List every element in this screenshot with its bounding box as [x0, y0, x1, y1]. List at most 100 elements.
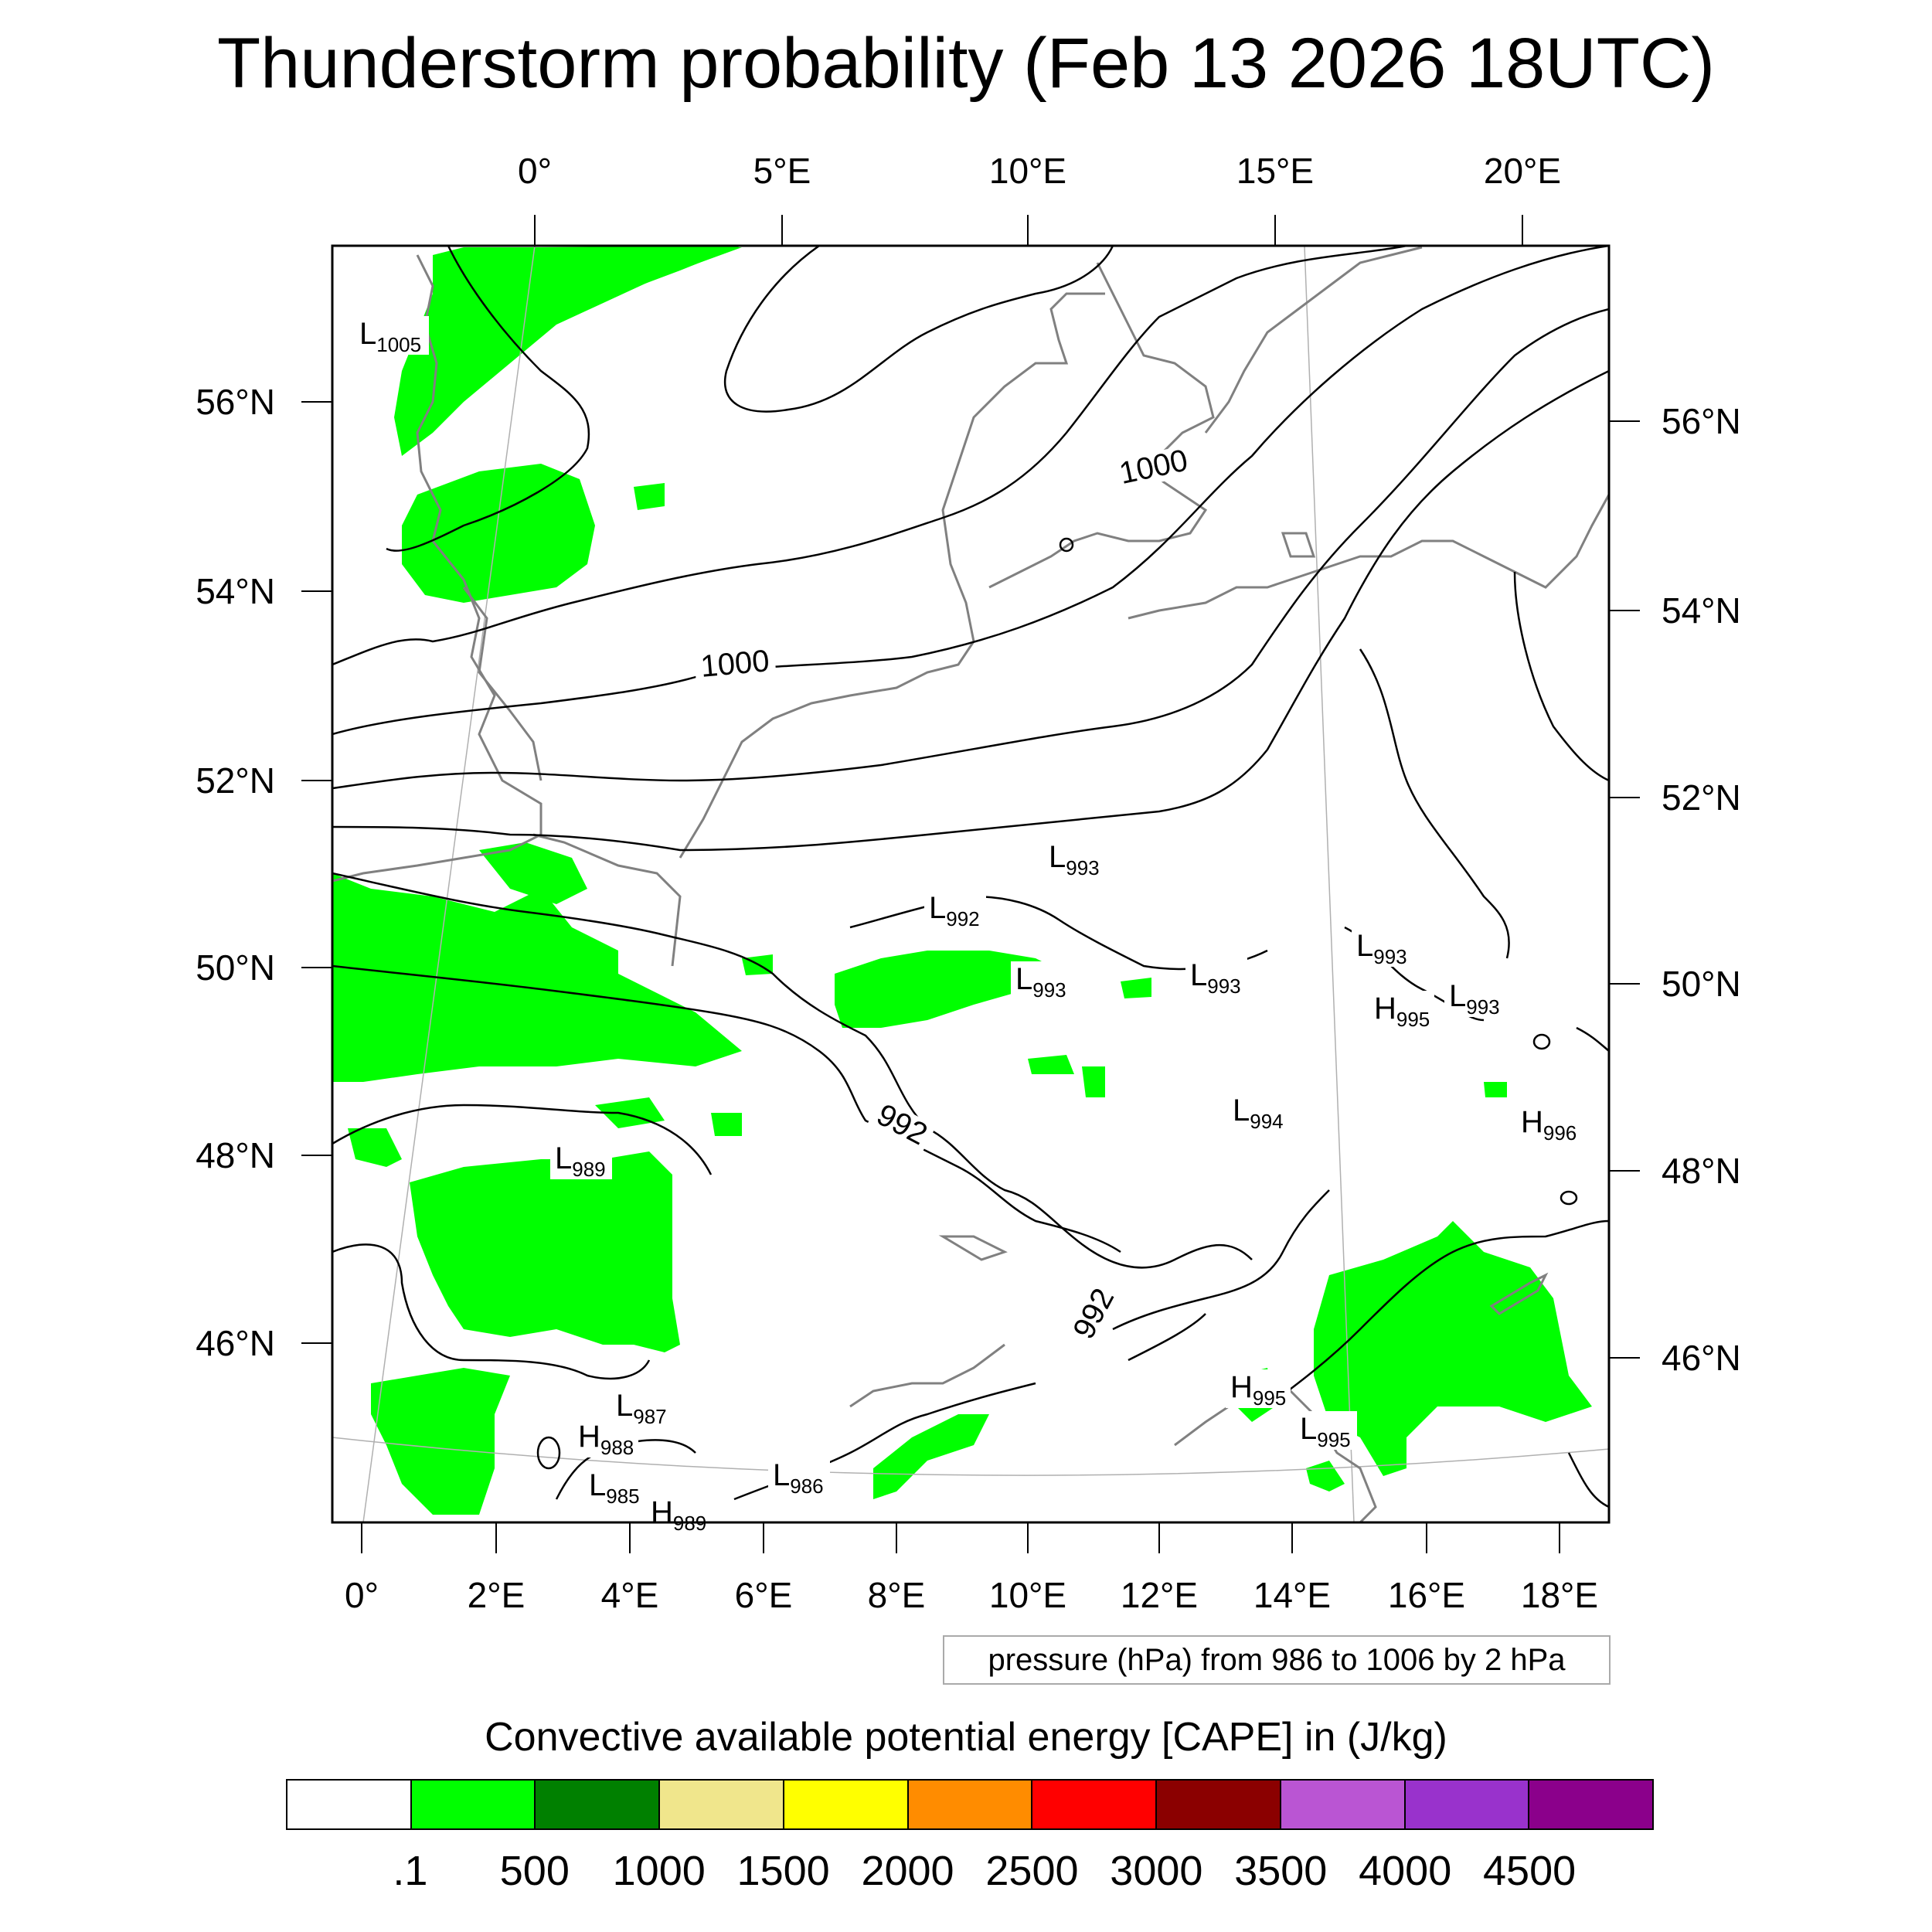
pressure-center-value: 995	[1317, 1428, 1350, 1451]
cape-area-small-7	[1484, 1082, 1507, 1097]
pressure-center: L992	[924, 890, 986, 930]
svg-text:H988: H988	[578, 1420, 634, 1459]
colorbar-swatch	[1032, 1781, 1158, 1828]
graticule-meridian-0	[362, 245, 536, 1523]
coast-italy	[849, 1343, 1005, 1408]
colorbar-tick-label: 500	[499, 1848, 570, 1894]
bottom-lon-label: 10°E	[989, 1575, 1066, 1615]
cape-area-france	[410, 1151, 680, 1352]
colorbar-tick-label: 1500	[736, 1848, 830, 1894]
colorbar-tick-label: .1	[393, 1848, 428, 1894]
pressure-center: L1005	[355, 316, 429, 356]
pressure-center-type: L	[929, 891, 946, 925]
cape-area-balkan	[1314, 1221, 1592, 1476]
colorbar-swatch	[1529, 1781, 1653, 1828]
pressure-center-type: H	[1230, 1370, 1253, 1404]
cape-area-channel	[479, 842, 587, 904]
bottom-lon-label: 16°E	[1388, 1575, 1465, 1615]
right-lat-label: 52°N	[1662, 777, 1741, 818]
pressure-center-value: 988	[600, 1436, 634, 1459]
svg-text:L985: L985	[589, 1468, 640, 1508]
pressure-center: L986	[768, 1458, 830, 1498]
colorbar-swatch	[287, 1781, 412, 1828]
isobar-17	[1128, 1313, 1206, 1362]
cape-area-south-france	[371, 1368, 510, 1515]
pressure-center: L995	[1295, 1411, 1357, 1451]
isobar-5	[332, 308, 1609, 790]
top-lon-labels: 0° 5°E 10°E 15°E 20°E	[518, 151, 1561, 191]
pressure-center: L994	[1228, 1093, 1290, 1133]
svg-text:H996: H996	[1521, 1105, 1577, 1145]
pressure-center-value: 989	[673, 1512, 706, 1535]
right-lat-labels: 56°N 54°N 52°N 50°N 48°N 46°N	[1662, 401, 1741, 1378]
cape-area-central-1	[835, 951, 1066, 1028]
cape-area-north-sea-mid	[402, 464, 595, 603]
pressure-center-value: 996	[1543, 1121, 1577, 1145]
left-lat-label: 50°N	[196, 947, 275, 988]
map-frame	[331, 244, 1611, 1524]
svg-text:H995: H995	[1230, 1370, 1286, 1410]
isobar-2	[724, 246, 1114, 413]
pressure-center: L985	[584, 1468, 646, 1508]
cape-area-alps	[873, 1414, 989, 1499]
isobar-13	[1359, 648, 1510, 959]
page-title: Thunderstorm probability (Feb 13 2026 18…	[216, 24, 1716, 103]
pressure-center-value: 993	[1466, 995, 1499, 1019]
coastlines	[332, 246, 1609, 1522]
colorbar-swatch	[411, 1781, 536, 1828]
pressure-center-value: 993	[1207, 975, 1240, 998]
cape-area-small-1	[634, 483, 665, 510]
colorbar-tick-label: 3000	[1110, 1848, 1203, 1894]
right-lat-label: 48°N	[1662, 1151, 1741, 1191]
colorbar-tick-label: 1000	[612, 1848, 706, 1894]
isobar-3	[332, 246, 1407, 666]
colorbar-swatch	[1405, 1781, 1530, 1828]
svg-text:L995: L995	[1300, 1412, 1351, 1451]
isobar-4	[332, 246, 1609, 736]
pressure-center-type: L	[773, 1458, 790, 1492]
isobar-14	[1513, 571, 1609, 782]
pressure-center-value: 995	[1396, 1008, 1430, 1031]
colorbar-swatch	[536, 1781, 661, 1828]
left-lat-label: 54°N	[196, 571, 275, 611]
pressure-center-type: L	[1049, 840, 1066, 874]
top-lon-label: 20°E	[1484, 151, 1561, 191]
right-lat-label: 46°N	[1662, 1338, 1741, 1378]
isobar-15	[1267, 1219, 1609, 1407]
graticule-parallel-45	[332, 1437, 1610, 1476]
bottom-lon-label: 0°	[345, 1575, 379, 1615]
colorbar-ticks: .1 500 1000 1500 2000 2500 3000 3500 4000 4500	[286, 1847, 1654, 1894]
svg-text:L994: L994	[1233, 1094, 1284, 1133]
pressure-center-type: H	[651, 1495, 673, 1529]
pressure-center-value: 989	[572, 1158, 605, 1181]
pressure-center-type: L	[1190, 958, 1207, 992]
isobar-10	[332, 1243, 651, 1380]
cape-shading	[332, 246, 1592, 1515]
coast-france-north	[532, 833, 682, 967]
isobar-20	[1567, 1452, 1609, 1509]
coast-netherlands	[679, 292, 1105, 859]
bottom-lon-label: 4°E	[601, 1575, 659, 1615]
isobar-21	[1576, 1026, 1609, 1052]
svg-text:L986: L986	[773, 1458, 824, 1498]
pressure-center-type: L	[1356, 929, 1373, 963]
pressure-center-type: L	[359, 317, 376, 351]
left-lat-labels: 56°N 54°N 52°N 50°N 48°N 46°N	[196, 382, 275, 1363]
pressure-center-value: 985	[606, 1485, 639, 1508]
bottom-lon-label: 2°E	[468, 1575, 526, 1615]
cape-area-central-4	[1082, 1066, 1105, 1097]
left-lat-label: 56°N	[196, 382, 275, 422]
right-lat-label: 50°N	[1662, 964, 1741, 1004]
isobar-label: 1000	[699, 644, 770, 684]
pressure-center-type: L	[616, 1389, 633, 1423]
colorbar	[286, 1779, 1654, 1830]
svg-text:L993: L993	[1449, 979, 1500, 1019]
pressure-center-type: L	[1015, 962, 1032, 996]
isobar-label: 1000	[1117, 443, 1191, 491]
pressure-center-value: 993	[1066, 856, 1099, 879]
colorbar-swatch	[908, 1781, 1033, 1828]
isobar-ring-2	[1059, 537, 1074, 553]
top-lon-label: 15°E	[1236, 151, 1314, 191]
colorbar-tick-label: 3500	[1234, 1848, 1328, 1894]
